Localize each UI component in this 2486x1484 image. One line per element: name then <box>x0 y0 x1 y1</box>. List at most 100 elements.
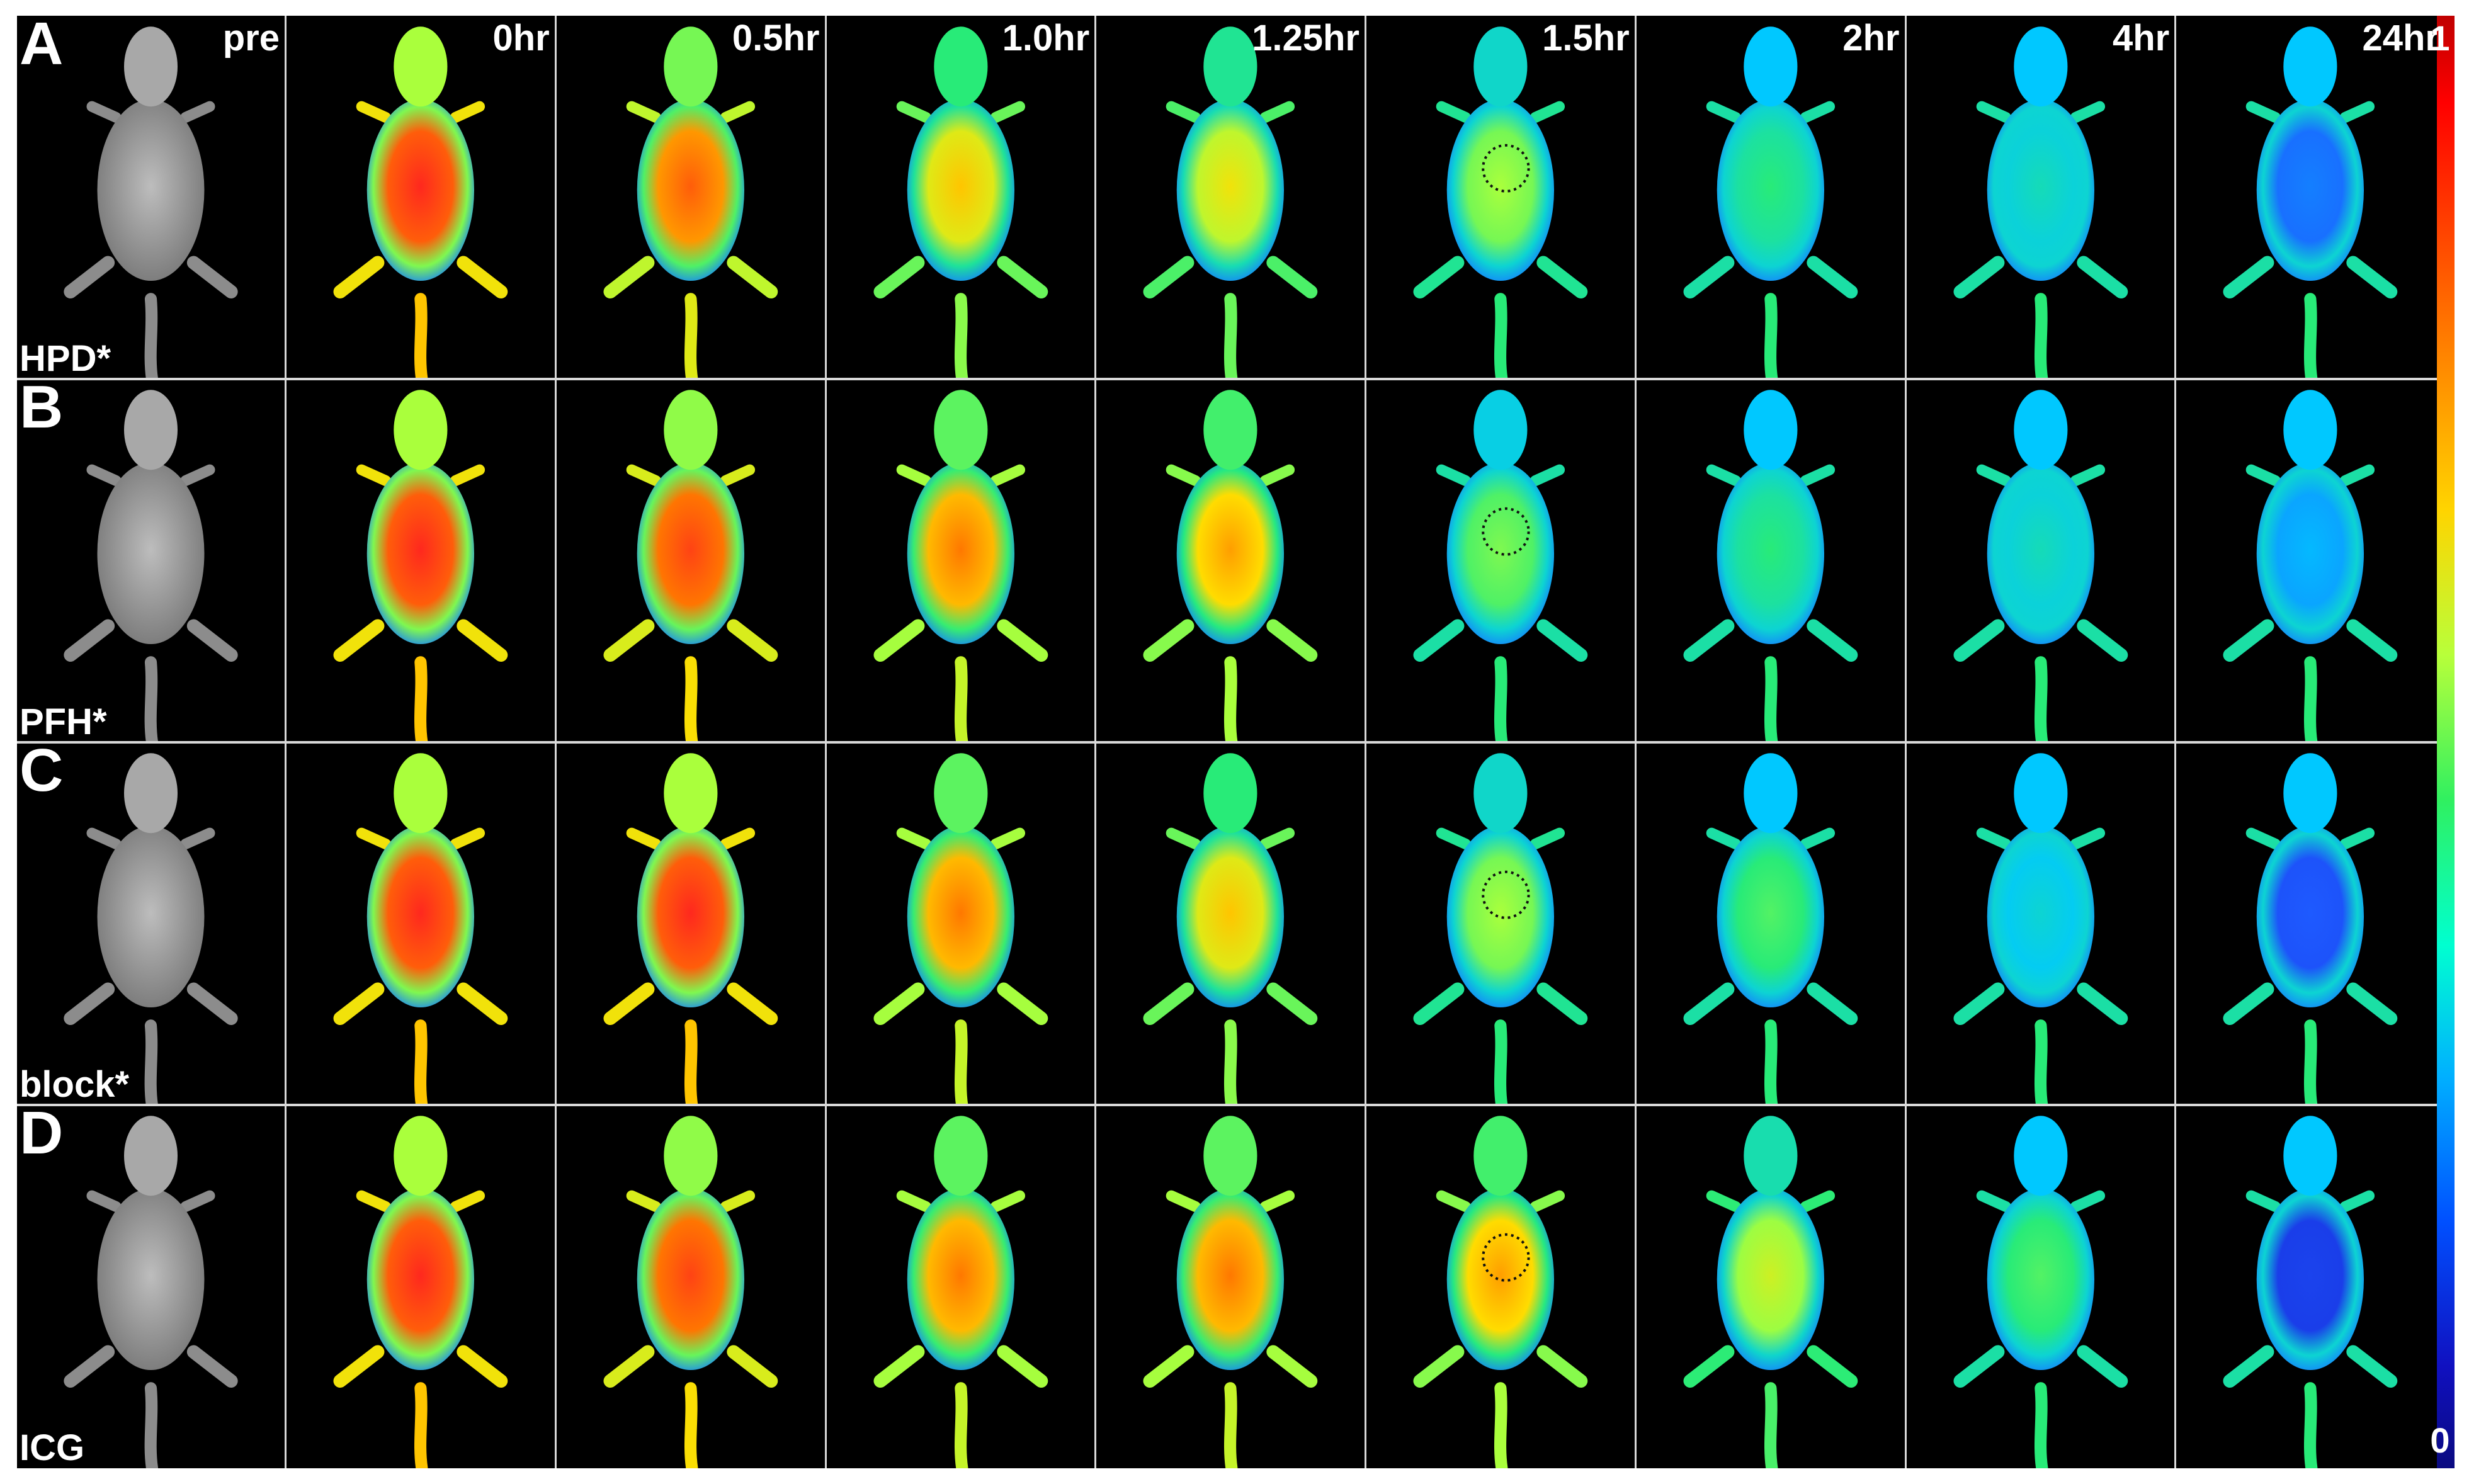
mouse-body <box>1446 99 1555 281</box>
image-cell <box>2176 378 2446 742</box>
mouse-front-leg <box>356 464 392 486</box>
mouse-tail <box>2304 655 2318 742</box>
mouse-image <box>1953 752 2128 1106</box>
mouse-tail <box>1224 1019 1238 1106</box>
mouse-tail <box>144 655 159 742</box>
mouse-hind-leg <box>996 982 1048 1025</box>
mouse-front-leg <box>1436 1190 1472 1213</box>
mouse-tail <box>414 655 428 742</box>
mouse-image <box>2223 390 2398 742</box>
mouse-body <box>907 1188 1014 1371</box>
colorbar-min-label: 0 <box>2430 1420 2450 1460</box>
image-cell <box>1906 378 2177 742</box>
mouse-front-leg <box>990 827 1025 849</box>
mouse-image <box>1143 752 1318 1106</box>
image-cell <box>826 742 1097 1106</box>
mouse-hind-leg <box>2223 1345 2274 1388</box>
image-cell: 1.0hr <box>826 16 1097 379</box>
mouse-front-leg <box>2070 827 2105 849</box>
mouse-front-leg <box>1800 1190 1835 1213</box>
image-cell <box>556 1105 827 1468</box>
image-row-a: pre A HPD* 0hr 0.5hr 1.0hr 1.25hr 1.5hr 2hr 4hr 24… <box>17 16 2446 379</box>
mouse-hind-leg <box>457 982 508 1025</box>
mouse-head <box>1203 390 1257 470</box>
mouse-front-leg <box>2339 101 2375 123</box>
mouse-front-leg <box>356 1190 392 1213</box>
mouse-tail <box>2304 1382 2318 1468</box>
row-divider <box>17 377 2446 380</box>
mouse-tail <box>954 1382 968 1468</box>
mouse-hind-leg <box>2346 1345 2398 1388</box>
mouse-head <box>1473 390 1528 470</box>
timepoint-label: 24hr <box>2362 18 2439 59</box>
mouse-front-leg <box>2245 464 2281 486</box>
mouse-image <box>1953 26 2128 379</box>
mouse-front-leg <box>1706 1190 1741 1213</box>
mouse-hind-leg <box>64 256 115 299</box>
image-cell <box>1366 378 1637 742</box>
mouse-hind-leg <box>873 256 924 299</box>
image-cell <box>2176 1105 2446 1468</box>
image-cell <box>2176 742 2446 1106</box>
group-label: PFH* <box>20 701 107 742</box>
image-row-d: D ICG <box>17 1105 2446 1468</box>
mouse-body <box>97 825 205 1007</box>
mouse-body <box>1987 825 2094 1007</box>
mouse-front-leg <box>990 101 1025 123</box>
mouse-hind-leg <box>186 256 238 299</box>
mouse-hind-leg <box>1807 256 1858 299</box>
mouse-hind-leg <box>1413 619 1465 662</box>
image-cell: 0hr <box>287 16 557 379</box>
mouse-front-leg <box>1436 464 1472 486</box>
mouse-head <box>664 26 718 107</box>
mouse-hind-leg <box>2223 256 2274 299</box>
mouse-front-leg <box>896 1190 931 1213</box>
mouse-hind-leg <box>2346 982 2398 1025</box>
mouse-body <box>366 462 475 644</box>
mouse-tail <box>2034 293 2048 379</box>
mouse-front-leg <box>720 827 755 849</box>
image-cell <box>1906 1105 2177 1468</box>
mouse-tail <box>1224 293 1238 379</box>
mouse-image <box>333 390 508 742</box>
mouse-hind-leg <box>603 256 655 299</box>
mouse-hind-leg <box>996 256 1048 299</box>
mouse-hind-leg <box>1413 1345 1465 1388</box>
mouse-body <box>637 825 744 1007</box>
mouse-front-leg <box>2070 464 2105 486</box>
mouse-head <box>124 1116 178 1196</box>
mouse-image <box>1683 752 1858 1106</box>
mouse-hind-leg <box>1143 982 1195 1025</box>
mouse-tail <box>684 655 698 742</box>
mouse-front-leg <box>1530 1190 1565 1213</box>
image-cell <box>556 378 827 742</box>
mouse-tail <box>954 1019 968 1106</box>
mouse-front-leg <box>1976 464 2011 486</box>
image-cell <box>556 742 827 1106</box>
mouse-front-leg <box>180 101 215 123</box>
mouse-hind-leg <box>186 619 238 662</box>
group-label: block* <box>20 1064 130 1106</box>
mouse-hind-leg <box>603 1345 655 1388</box>
mouse-hind-leg <box>186 982 238 1025</box>
mouse-head <box>664 390 718 470</box>
image-cell <box>287 1105 557 1468</box>
mouse-body <box>907 99 1014 281</box>
image-cell: 4hr <box>1906 16 2177 379</box>
mouse-tail <box>144 293 159 379</box>
mouse-body <box>1446 1188 1555 1371</box>
mouse-front-leg <box>1166 464 1201 486</box>
mouse-hind-leg <box>333 256 385 299</box>
panel-letter: D <box>20 1105 64 1167</box>
image-cell <box>1096 742 1366 1106</box>
mouse-tail <box>2034 655 2048 742</box>
mouse-tail <box>1494 655 1508 742</box>
mouse-tail <box>684 293 698 379</box>
mouse-body <box>907 825 1014 1007</box>
mouse-front-leg <box>2339 1190 2375 1213</box>
mouse-front-leg <box>356 827 392 849</box>
mouse-hind-leg <box>1536 619 1588 662</box>
mouse-body <box>1987 462 2094 644</box>
mouse-hind-leg <box>2076 1345 2128 1388</box>
